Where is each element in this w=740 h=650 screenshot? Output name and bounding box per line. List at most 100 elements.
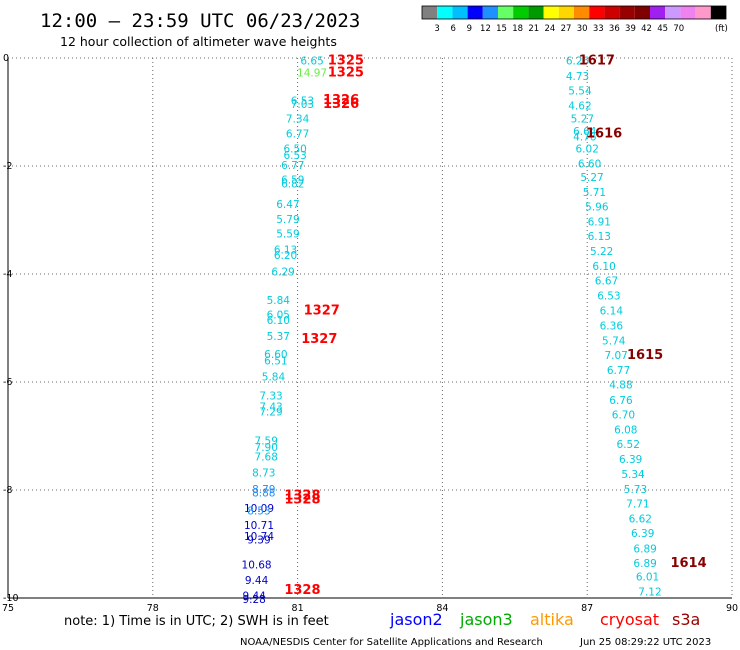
wave-height-label: 6.36 [600, 320, 624, 332]
wave-height-label: 6.82 [281, 178, 304, 190]
wave-height-label: 5.34 [621, 469, 645, 481]
wave-height-label: 8.53 [247, 506, 270, 518]
wave-height-label: 6.47 [276, 199, 299, 211]
wave-height-label: 6.26 [566, 56, 590, 68]
wave-height-label: 6.50 [283, 144, 306, 156]
wave-height-label: 6.59 [281, 175, 304, 187]
wave-height-label: 5.37 [267, 331, 290, 343]
pass-id-label: 1327 [304, 304, 340, 319]
legend-swatch [452, 6, 468, 19]
wave-height-label: 4.76 [573, 131, 597, 143]
wave-height-label: 6.14 [600, 306, 624, 318]
chart-subtitle: 12 hour collection of altimeter wave hei… [60, 34, 337, 49]
satellite-s3a: s3a [672, 610, 700, 629]
wave-height-label: 6.76 [609, 395, 633, 407]
pass-id-label: 1326 [323, 93, 359, 108]
legend-tick-label: 12 [480, 24, 491, 34]
wave-height-label: 7.03 [291, 99, 314, 111]
wave-height-label: 6.13 [274, 245, 297, 257]
wave-height-label: 5.27 [571, 113, 594, 125]
pass-id-label: 1616 [586, 127, 622, 142]
y-tick-label: -2 [3, 161, 12, 172]
legend-swatch [437, 6, 453, 19]
wave-height-label: 6.89 [633, 558, 656, 570]
legend-swatch [619, 6, 635, 19]
footer-generated: Jun 25 08:29:22 UTC 2023 [579, 637, 711, 648]
wave-height-label: 10.74 [244, 531, 274, 543]
wave-height-label: 6.62 [629, 514, 652, 526]
legend-swatch [498, 6, 514, 19]
wave-height-label: 6.10 [592, 261, 615, 273]
wave-height-label: 9.39 [247, 535, 270, 547]
wave-height-label: 7.07 [604, 350, 627, 362]
satellite-altika: altika [530, 610, 574, 629]
legend-tick-label: 15 [496, 24, 507, 34]
wave-height-label: 6.53 [597, 291, 620, 303]
legend-tick-label: 9 [467, 24, 472, 34]
wave-height-label: 10.71 [244, 520, 274, 532]
wave-height-label: 14.97 [297, 68, 327, 80]
legend-swatch [574, 6, 590, 19]
x-tick-label: 87 [581, 603, 593, 614]
legend-swatch [710, 6, 726, 19]
legend-swatch [482, 6, 498, 19]
plot-axes: 75 78 81 84 87 90 0 -2 -4 -6 -8 -10 [2, 53, 738, 614]
pass-id-label: 1615 [627, 348, 663, 363]
wave-height-label: 5.22 [590, 246, 613, 258]
wave-height-label: 6.05 [267, 310, 290, 322]
wave-height-label: 7.12 [638, 587, 661, 599]
wave-height-label: 8.79 [252, 484, 275, 496]
wave-height-label: 6.39 [631, 528, 654, 540]
wave-height-label: 7.29 [259, 407, 282, 419]
wave-height-label: 5.79 [276, 214, 299, 226]
legend-swatch [422, 6, 438, 19]
chart-title: 12:00 — 23:59 UTC 06/23/2023 [40, 10, 360, 32]
y-tick-label: -8 [3, 485, 12, 496]
x-tick-label: 84 [436, 603, 448, 614]
wave-height-label: 6.53 [283, 150, 306, 162]
wave-height-label: 6.01 [636, 571, 659, 583]
wave-height-label: 6.02 [576, 144, 599, 156]
x-tick-label: 78 [147, 603, 159, 614]
wave-height-label: 6.29 [271, 266, 294, 278]
wave-height-label: 6.10 [267, 315, 290, 327]
legend-tick-label: 70 [673, 24, 684, 34]
wave-height-label: 6.08 [614, 425, 637, 437]
wave-height-label: 7.59 [255, 435, 278, 447]
footer-note: note: 1) Time is in UTC; 2) SWH is in fe… [64, 614, 329, 629]
wave-height-label: 10.68 [242, 560, 272, 572]
pass-id-label: 1327 [301, 332, 337, 347]
legend-swatch [604, 6, 620, 19]
wave-height-label: 5.71 [583, 187, 606, 199]
footer-credit: NOAA/NESDIS Center for Satellite Applica… [240, 637, 543, 648]
wave-height-label: 6.60 [578, 158, 601, 170]
wave-height-label: 6.20 [274, 250, 297, 262]
wave-height-label: 9.44 [242, 590, 266, 602]
wave-height-label: 6.77 [607, 365, 630, 377]
wave-height-label: 7.68 [255, 452, 278, 464]
legend-swatch [528, 6, 544, 19]
legend-swatch [543, 6, 559, 19]
legend-tick-label: 21 [528, 24, 539, 34]
wave-height-label: 5.84 [262, 372, 286, 384]
legend-tick-label: 36 [609, 24, 620, 34]
wave-height-label: 5.27 [580, 172, 603, 184]
y-tick-label: -10 [3, 593, 19, 604]
legend-swatch [589, 6, 605, 19]
wave-height-label: 5.73 [624, 484, 647, 496]
wave-height-label: 7.90 [255, 442, 278, 454]
color-scale-legend: 3 6 9 12 15 18 21 24 27 30 33 36 39 42 45 70 [421, 5, 727, 34]
wave-height-label: 9.28 [242, 594, 265, 606]
pass-id-label: 1328 [284, 583, 320, 598]
legend-swatch [665, 6, 681, 19]
legend-tick-label: 24 [544, 24, 555, 34]
wave-height-label: 5.74 [602, 335, 626, 347]
y-tick-label: -6 [3, 377, 12, 388]
legend-swatch [680, 6, 696, 19]
wave-height-label: 8.88 [252, 488, 275, 500]
wave-height-label: 5.84 [267, 295, 291, 307]
wave-height-label: 5.59 [276, 229, 299, 241]
legend-tick-label: 39 [625, 24, 636, 34]
x-tick-label: 75 [2, 603, 14, 614]
